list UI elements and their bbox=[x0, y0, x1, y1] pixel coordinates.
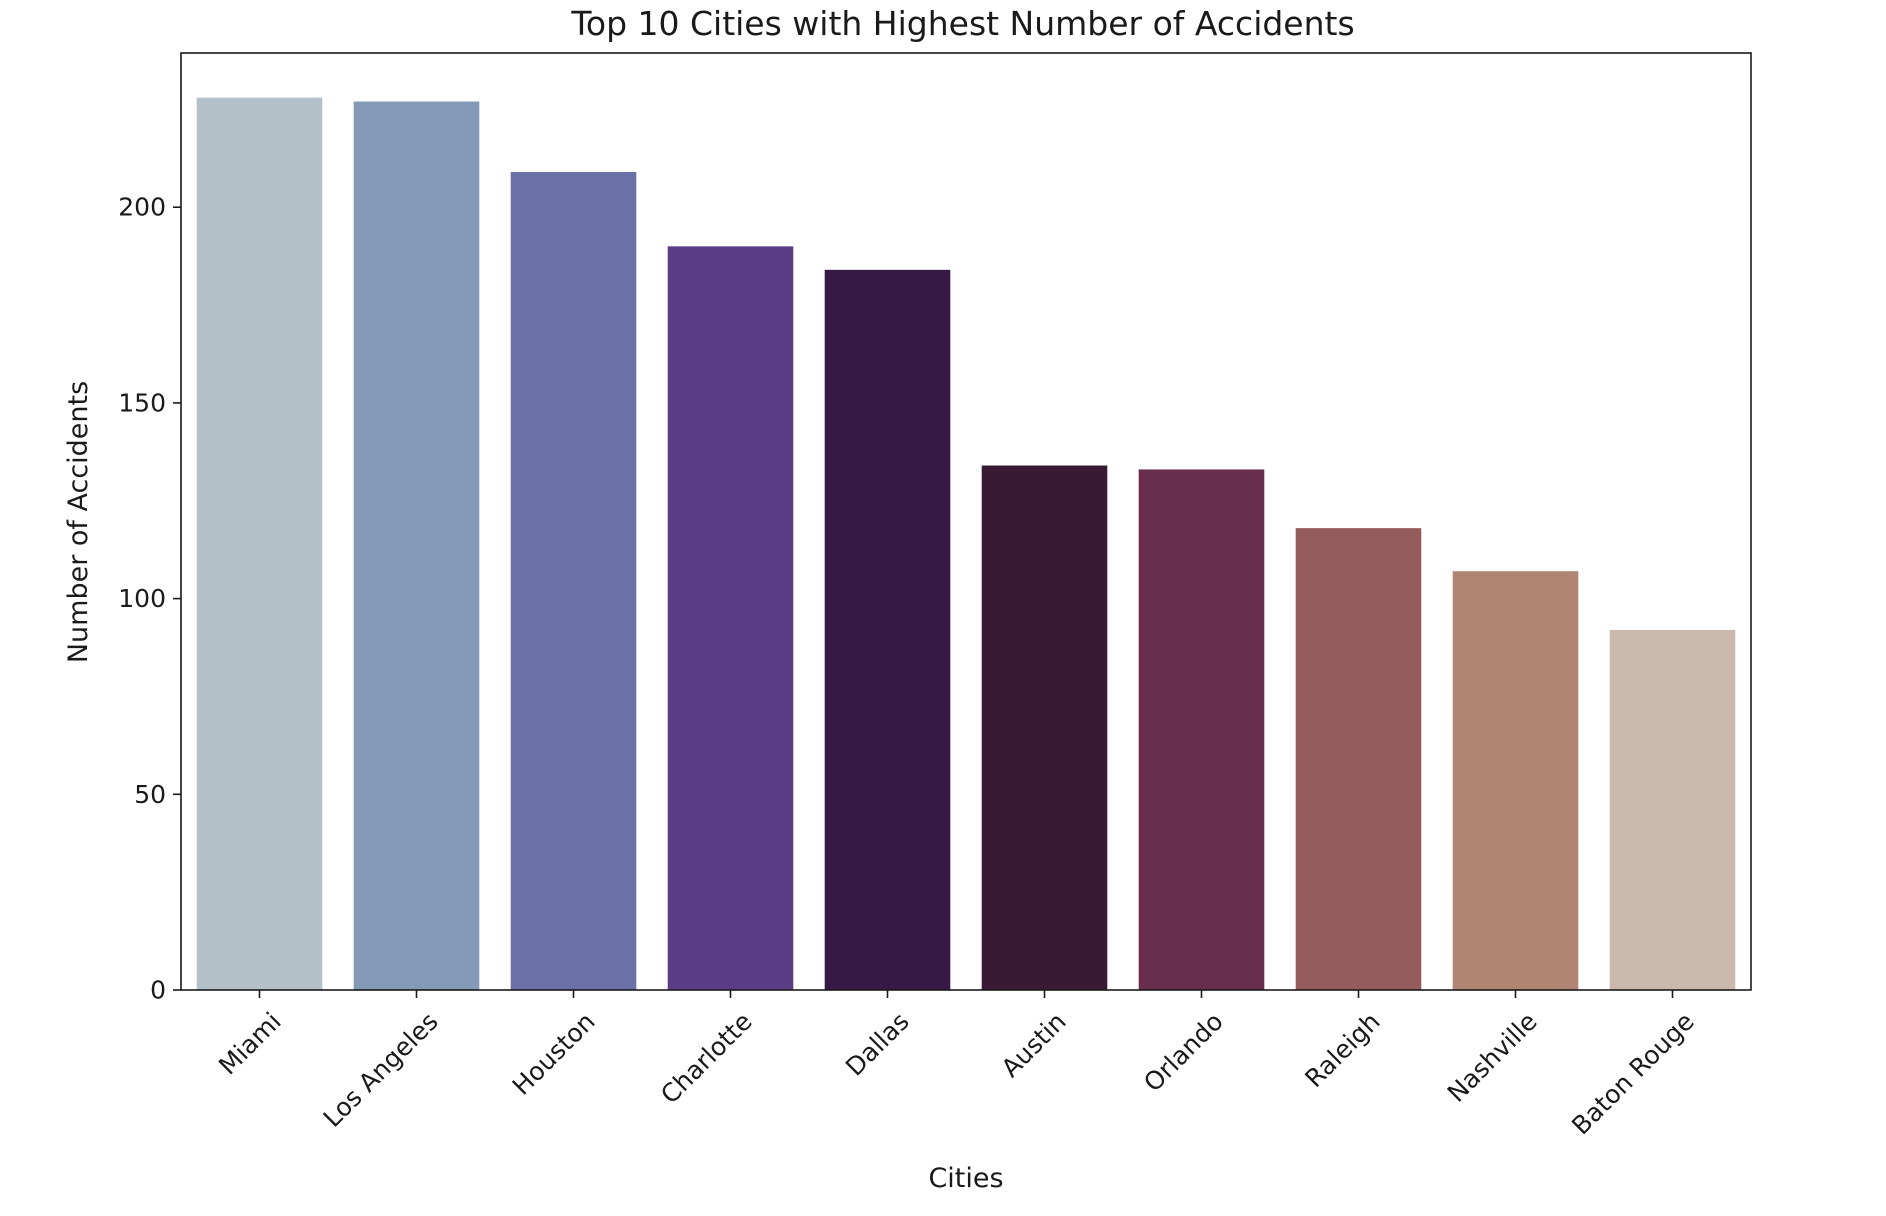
bar-orlando bbox=[1138, 469, 1265, 990]
bar-miami bbox=[196, 97, 323, 991]
bar-austin bbox=[981, 465, 1108, 990]
plot-frame bbox=[180, 52, 1752, 991]
x-tick-label: Los Angeles bbox=[318, 1007, 444, 1133]
x-tick-label: Orlando bbox=[1138, 1007, 1229, 1098]
bar-dallas bbox=[824, 269, 951, 991]
bar-charlotte bbox=[667, 246, 794, 991]
x-tick-label: Nashville bbox=[1442, 1007, 1543, 1108]
y-tick-label: 50 bbox=[134, 780, 166, 809]
bar-baton-rouge bbox=[1609, 629, 1736, 990]
x-tick-label: Raleigh bbox=[1299, 1007, 1385, 1093]
bar-los-angeles bbox=[353, 101, 480, 990]
x-tick-label: Houston bbox=[507, 1007, 601, 1101]
bar-houston bbox=[510, 171, 637, 991]
y-tick-label: 100 bbox=[118, 584, 166, 613]
x-tick-label: Dallas bbox=[840, 1007, 915, 1082]
x-tick-label: Austin bbox=[996, 1007, 1072, 1083]
y-tick-label: 150 bbox=[118, 388, 166, 417]
bar-raleigh bbox=[1295, 528, 1422, 990]
y-tick-label: 200 bbox=[118, 193, 166, 222]
chart-title: Top 10 Cities with Highest Number of Acc… bbox=[570, 4, 1354, 43]
x-tick-label: Baton Rouge bbox=[1566, 1007, 1700, 1141]
y-axis-label: Number of Accidents bbox=[63, 381, 94, 663]
bars-layer bbox=[196, 97, 1736, 991]
x-tick-label: Miami bbox=[213, 1007, 287, 1081]
y-tick-label: 0 bbox=[150, 976, 166, 1005]
x-axis-label: Cities bbox=[928, 1163, 1003, 1194]
x-tick-label: Charlotte bbox=[655, 1007, 758, 1110]
bar-nashville bbox=[1452, 571, 1579, 990]
